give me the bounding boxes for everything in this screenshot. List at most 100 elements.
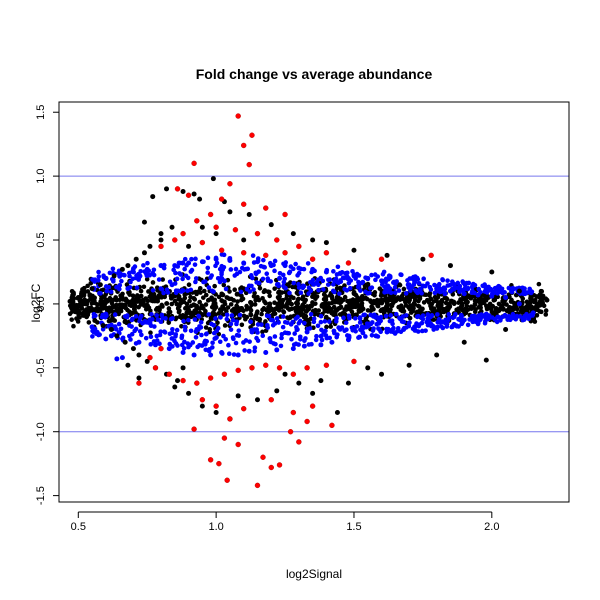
core-point bbox=[293, 308, 299, 314]
core-point bbox=[143, 307, 149, 312]
blue-band-point bbox=[226, 342, 231, 348]
blue-band-point bbox=[383, 313, 389, 319]
blue-band-point bbox=[457, 283, 463, 289]
blue-band-point bbox=[221, 333, 226, 339]
blue-band-point bbox=[180, 260, 186, 265]
blue-band-point bbox=[158, 286, 164, 291]
core-point bbox=[235, 308, 240, 314]
blue-band-point bbox=[230, 335, 236, 340]
core-point bbox=[209, 316, 215, 321]
black-point bbox=[97, 282, 103, 288]
black-point bbox=[75, 295, 81, 301]
blue-band-point bbox=[435, 312, 440, 317]
blue-band-point bbox=[272, 268, 277, 274]
blue-band-point bbox=[386, 277, 391, 282]
black-point bbox=[434, 352, 440, 358]
blue-band-point bbox=[111, 277, 116, 282]
y-tick-label: 0.5 bbox=[35, 232, 47, 247]
core-point bbox=[327, 293, 333, 298]
black-point bbox=[119, 266, 125, 272]
core-point bbox=[166, 306, 172, 311]
black-point bbox=[81, 291, 87, 297]
blue-band-point bbox=[374, 321, 380, 327]
core-point bbox=[360, 296, 366, 302]
red-point bbox=[213, 403, 219, 409]
blue-point bbox=[172, 263, 178, 269]
y-axis-label: log2FC bbox=[29, 283, 43, 322]
core-point bbox=[275, 301, 281, 307]
core-point bbox=[103, 297, 109, 303]
core-point bbox=[229, 308, 235, 313]
blue-point bbox=[461, 291, 467, 297]
core-point bbox=[235, 299, 240, 304]
blue-band-point bbox=[260, 276, 266, 282]
red-point bbox=[282, 211, 288, 218]
blue-point bbox=[103, 311, 109, 317]
core-point bbox=[212, 283, 217, 289]
black-point bbox=[114, 333, 120, 339]
blue-band-point bbox=[356, 282, 362, 288]
core-point bbox=[479, 297, 484, 302]
blue-band-point bbox=[293, 316, 299, 321]
core-point bbox=[221, 306, 227, 311]
core-point bbox=[342, 307, 347, 312]
blue-band-point bbox=[214, 260, 220, 266]
core-point bbox=[138, 288, 144, 294]
blue-point bbox=[119, 355, 125, 361]
red-point bbox=[282, 250, 288, 256]
core-point bbox=[500, 307, 506, 312]
blue-band-point bbox=[255, 322, 261, 327]
core-point bbox=[412, 302, 418, 307]
core-point bbox=[372, 292, 377, 298]
blue-band-point bbox=[223, 336, 229, 342]
red-point bbox=[221, 435, 228, 441]
core-point bbox=[365, 308, 371, 313]
blue-band-point bbox=[527, 289, 533, 294]
blue-band-point bbox=[318, 319, 324, 325]
y-tick-label: -0.5 bbox=[35, 358, 47, 377]
blue-point bbox=[246, 348, 252, 354]
blue-band-point bbox=[209, 288, 215, 294]
core-point bbox=[200, 295, 206, 300]
blue-band-point bbox=[297, 334, 303, 340]
core-point bbox=[186, 282, 192, 288]
blue-band-point bbox=[509, 289, 515, 295]
red-point bbox=[158, 345, 164, 352]
core-point bbox=[128, 303, 134, 309]
core-point bbox=[216, 294, 222, 300]
core-point bbox=[252, 302, 258, 307]
blue-band-point bbox=[255, 338, 261, 343]
black-point bbox=[235, 393, 241, 399]
black-point bbox=[144, 358, 150, 364]
red-point bbox=[136, 380, 142, 386]
black-point bbox=[75, 309, 81, 315]
blue-band-point bbox=[144, 273, 150, 278]
blue-point bbox=[117, 273, 123, 279]
blue-band-point bbox=[261, 257, 266, 263]
core-point bbox=[402, 297, 408, 303]
core-point bbox=[136, 294, 141, 300]
core-point bbox=[150, 298, 156, 304]
black-point bbox=[84, 314, 90, 320]
red-point bbox=[268, 397, 274, 403]
core-point bbox=[537, 309, 543, 314]
blue-band-point bbox=[375, 274, 381, 279]
red-point bbox=[180, 230, 186, 237]
core-point bbox=[212, 297, 218, 303]
blue-band-point bbox=[182, 266, 187, 272]
blue-band-point bbox=[407, 320, 412, 325]
blue-band-point bbox=[134, 273, 139, 278]
black-point bbox=[516, 288, 522, 294]
blue-band-point bbox=[215, 276, 221, 281]
blue-band-point bbox=[281, 279, 287, 285]
core-point bbox=[178, 297, 184, 303]
blue-band-point bbox=[344, 327, 349, 332]
black-point bbox=[108, 326, 114, 332]
black-point bbox=[199, 224, 205, 230]
black-point bbox=[67, 298, 73, 304]
red-point bbox=[290, 409, 297, 416]
blue-band-point bbox=[280, 324, 286, 330]
blue-band-point bbox=[526, 316, 532, 321]
black-point bbox=[111, 273, 117, 279]
blue-band-point bbox=[150, 288, 156, 293]
